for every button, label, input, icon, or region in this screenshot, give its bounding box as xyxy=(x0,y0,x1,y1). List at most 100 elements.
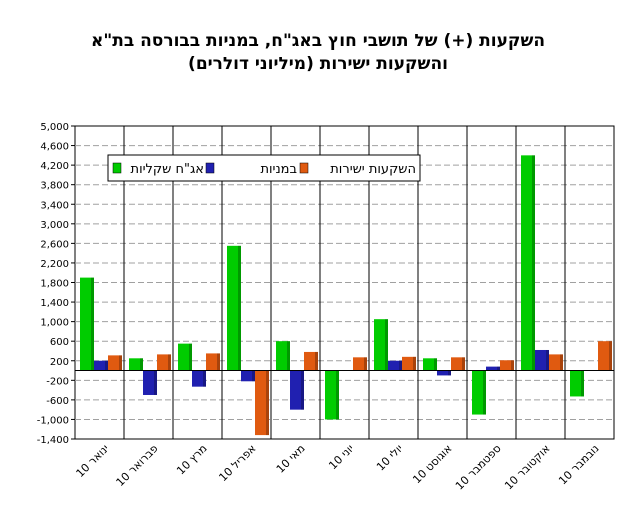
bar-shade xyxy=(91,277,94,371)
bar-1-2 xyxy=(129,358,143,371)
bar-1-1 xyxy=(80,277,94,371)
y-tick-label: -600 xyxy=(46,396,69,407)
y-tick-label: -1,400 xyxy=(37,435,69,446)
bar-shade xyxy=(154,370,157,395)
bar-2-3 xyxy=(192,370,206,387)
bar-3-6 xyxy=(353,357,367,371)
bar-3-5 xyxy=(304,351,318,371)
bar-shade xyxy=(189,343,192,371)
legend-box xyxy=(107,154,421,182)
y-tick-label: 4,600 xyxy=(40,142,69,153)
bar-1-8 xyxy=(423,358,437,371)
bar-1-3 xyxy=(178,343,192,371)
bar-shade xyxy=(385,319,388,371)
legend-label: במניות xyxy=(260,162,297,177)
bars xyxy=(80,155,612,436)
x-category-label: יולי 10 xyxy=(374,442,406,474)
bar-2-5 xyxy=(290,370,304,410)
bar-1-5 xyxy=(276,341,290,371)
bar-shade xyxy=(266,370,269,436)
y-tick-label: 5,000 xyxy=(40,122,69,133)
y-tick-label: 1,400 xyxy=(40,298,69,309)
bar-shade xyxy=(546,349,549,371)
bar-shade xyxy=(413,356,416,371)
y-tick-label: 3,000 xyxy=(40,220,69,231)
bar-3-4 xyxy=(255,370,269,436)
legend-swatch xyxy=(205,162,215,174)
y-tick-label: -1,000 xyxy=(37,415,69,426)
x-category-label: אפריל 10 xyxy=(216,442,258,484)
x-category-label: אוגוסט 10 xyxy=(410,442,454,486)
bar-2-8 xyxy=(437,370,451,376)
y-tick-label: 3,400 xyxy=(40,200,69,211)
bar-shade xyxy=(105,360,108,371)
bar-1-6 xyxy=(325,370,339,420)
bar-3-7 xyxy=(402,356,416,371)
bar-shade xyxy=(315,351,318,371)
bar-shade xyxy=(238,245,241,371)
bar-1-11 xyxy=(570,370,584,397)
bar-2-10 xyxy=(535,349,549,371)
x-category-label: יוני 10 xyxy=(326,442,356,472)
bar-shade xyxy=(301,370,304,410)
y-axis-ticks: 5,000 4,600 4,200 3,800 3,400 3,000 2,600 2,200… xyxy=(37,122,75,446)
bar-3-3 xyxy=(206,353,220,371)
x-category-label: פברואר 10 xyxy=(114,442,161,489)
legend-swatch xyxy=(299,162,309,174)
bar-3-11 xyxy=(598,341,612,371)
y-tick-label: 2,200 xyxy=(40,259,69,270)
bar-shade xyxy=(483,370,486,415)
bar-shade xyxy=(532,155,535,371)
y-tick-label: 1,000 xyxy=(40,318,69,329)
bar-shade xyxy=(364,357,367,371)
x-category-label: אוקטובר 10 xyxy=(502,442,552,492)
bar-shade xyxy=(119,355,122,371)
y-tick-label: 600 xyxy=(50,337,69,348)
bar-shade xyxy=(336,370,339,420)
y-tick-label: 4,200 xyxy=(40,161,69,172)
bar-2-9 xyxy=(486,366,500,371)
bar-shade xyxy=(497,366,500,371)
bar-1-10 xyxy=(521,155,535,371)
bar-3-10 xyxy=(549,354,563,371)
bar-1-4 xyxy=(227,245,241,371)
bar-shade xyxy=(560,354,563,371)
bar-shade xyxy=(203,370,206,387)
bar-shade xyxy=(462,357,465,371)
bar-2-7 xyxy=(388,360,402,371)
chart-title-line-1: השקעות (+) של תושבי חוץ באג"ח, במניות בב… xyxy=(90,31,546,51)
chart-title: השקעות (+) של תושבי חוץ באג"ח, במניות בב… xyxy=(0,30,636,76)
legend-swatch xyxy=(112,162,122,174)
y-tick-label: 2,600 xyxy=(40,239,69,250)
bar-3-1 xyxy=(108,355,122,371)
bar-shade xyxy=(399,360,402,371)
bar-shade xyxy=(448,370,451,376)
y-tick-label: 200 xyxy=(50,357,69,368)
bar-shade xyxy=(252,370,255,382)
legend-label: השקעות ישירות xyxy=(330,162,416,177)
y-tick-label: 1,800 xyxy=(40,279,69,290)
bar-3-2 xyxy=(157,354,171,371)
bar-3-8 xyxy=(451,357,465,371)
y-tick-label: 3,800 xyxy=(40,181,69,192)
bar-shade xyxy=(434,358,437,371)
x-category-label: ספטמבר 10 xyxy=(453,442,504,493)
bar-shade xyxy=(511,360,514,371)
y-tick-label: -200 xyxy=(46,376,69,387)
legend: השקעות ישירות במניות אג"ח שקליות xyxy=(107,154,421,182)
bar-shade xyxy=(609,341,612,371)
bar-shade xyxy=(168,354,171,371)
bar-shade xyxy=(581,370,584,397)
bar-shade xyxy=(287,341,290,371)
legend-label: אג"ח שקליות xyxy=(131,162,204,177)
bar-3-9 xyxy=(500,360,514,371)
chart-title-line-2: והשקעות ישירות (מיליוני דולרים) xyxy=(188,54,448,74)
x-category-label: נובמבר 10 xyxy=(556,442,601,487)
bar-2-1 xyxy=(94,360,108,371)
x-category-label: מרץ 10 xyxy=(174,442,209,477)
x-category-label: ינואר 10 xyxy=(73,442,111,480)
bar-1-7 xyxy=(374,319,388,371)
bar-2-4 xyxy=(241,370,255,382)
